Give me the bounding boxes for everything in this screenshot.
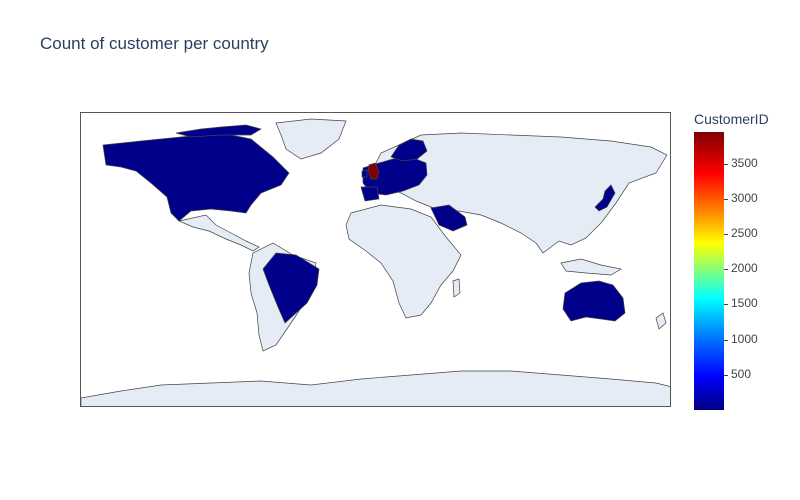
country-japan[interactable] bbox=[594, 184, 616, 212]
colorbar-tick-mark bbox=[724, 163, 728, 165]
country-eurasia bbox=[370, 132, 668, 254]
country-united-kingdom[interactable] bbox=[367, 162, 380, 180]
country-madagascar bbox=[452, 278, 461, 298]
country-mexico-central bbox=[177, 214, 260, 252]
colorbar-tick-label: 2500 bbox=[731, 226, 758, 241]
colorbar-tick-mark bbox=[724, 374, 728, 376]
colorbar-tick-mark bbox=[724, 304, 728, 306]
colorbar-tick-mark bbox=[724, 198, 728, 200]
world-map bbox=[81, 118, 670, 406]
country-australia[interactable] bbox=[562, 280, 626, 322]
country-greenland bbox=[275, 118, 347, 160]
country-ireland[interactable] bbox=[361, 169, 368, 178]
colorbar-tick-label: 2000 bbox=[731, 261, 758, 276]
country-saudi-arabia[interactable] bbox=[430, 204, 468, 232]
chart-title: Count of customer per country bbox=[40, 34, 269, 53]
country-africa bbox=[345, 204, 462, 319]
colorbar-tick-mark bbox=[724, 269, 728, 271]
map-frame[interactable] bbox=[80, 112, 671, 407]
country-canada-islands[interactable] bbox=[175, 124, 262, 138]
country-iberia[interactable] bbox=[360, 186, 380, 202]
country-antarctica bbox=[81, 370, 670, 406]
country-new-zealand bbox=[655, 312, 667, 330]
country-se-asia-islands bbox=[560, 258, 622, 276]
colorbar-tick-label: 500 bbox=[731, 366, 752, 381]
colorbar-tick-label: 1000 bbox=[731, 331, 758, 346]
colorbar-tick-label: 1500 bbox=[731, 296, 758, 311]
country-north-america[interactable] bbox=[102, 132, 290, 222]
colorbar-tick-label: 3500 bbox=[731, 155, 758, 170]
country-scandinavia[interactable] bbox=[390, 138, 428, 162]
colorbar-tick-label: 3000 bbox=[731, 190, 758, 205]
country-brazil[interactable] bbox=[262, 252, 320, 324]
colorbar-title: CustomerID bbox=[694, 111, 769, 127]
colorbar bbox=[694, 132, 724, 410]
colorbar-tick-mark bbox=[724, 339, 728, 341]
colorbar-tick-mark bbox=[724, 234, 728, 236]
